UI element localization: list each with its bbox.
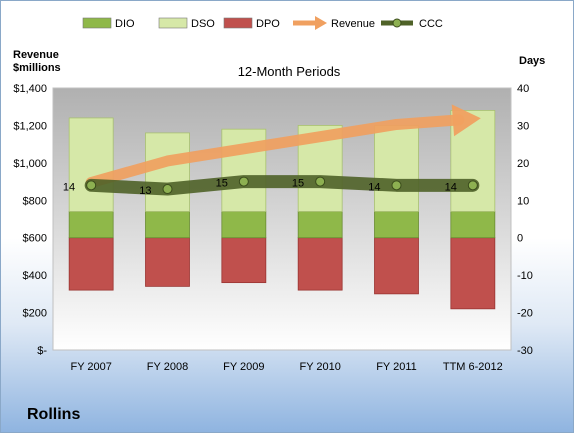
bar-dio <box>374 211 419 239</box>
legend-swatch-dpo <box>223 17 253 29</box>
revenue-arrow-shaft <box>85 114 465 189</box>
x-tick-label: FY 2007 <box>70 361 111 373</box>
ccc-point <box>467 180 478 191</box>
y-left-axis: $- $200 $400 $600 $800 $1,000 $1,200 $1,400 <box>13 83 47 357</box>
bar-dpo <box>221 237 267 284</box>
legend-swatch-dio <box>82 17 112 29</box>
x-axis: FY 2007 FY 2008 FY 2009 FY 2010 FY 2011 TTM 6… <box>70 361 502 373</box>
bar-dio <box>221 211 267 239</box>
legend-label-ccc: CCC <box>419 18 443 30</box>
y-left-label-line1: Revenue <box>13 49 59 61</box>
ccc-point <box>86 180 97 191</box>
legend-swatch-dso <box>158 17 188 29</box>
bar-dio <box>297 211 343 239</box>
y-right-tick-label: 40 <box>517 83 529 95</box>
y-left-tick-label: $400 <box>23 270 47 282</box>
legend-label-dso: DSO <box>191 18 215 30</box>
y-left-tick-label: $1,200 <box>13 120 47 132</box>
y-right-tick-label: 30 <box>517 120 529 132</box>
legend-label-dpo: DPO <box>256 18 280 30</box>
legend-label-dio: DIO <box>115 18 135 30</box>
y-right-tick-label: -30 <box>517 345 533 357</box>
ccc-data-label: 14 <box>445 181 457 193</box>
y-left-tick-label: $800 <box>23 195 47 207</box>
x-tick-label: FY 2009 <box>223 361 264 373</box>
y-right-tick-label: 0 <box>517 233 523 245</box>
ccc-data-label: 14 <box>63 181 75 193</box>
revenue-arrow-head <box>451 104 481 137</box>
bar-dpo <box>297 237 343 291</box>
plot-area <box>52 87 512 351</box>
bar-dpo <box>145 237 190 287</box>
bar-dpo <box>374 237 419 295</box>
x-tick-label: FY 2011 <box>376 361 417 373</box>
x-tick-label: TTM 6-2012 <box>443 361 503 373</box>
y-left-tick-label: $1,400 <box>13 83 47 95</box>
ccc-point <box>315 176 326 187</box>
bar-dpo <box>68 237 114 291</box>
bar-dso <box>68 117 114 212</box>
y-right-tick-label: -20 <box>517 308 533 320</box>
legend: DIO DSO DPO Revenue CCC <box>82 16 443 30</box>
revenue-arrow <box>85 104 481 189</box>
y-left-tick-label: $600 <box>23 233 47 245</box>
company-name: Rollins <box>27 406 81 423</box>
legend-swatch-ccc-point <box>392 18 402 28</box>
title: 12-Month Periods <box>238 64 341 79</box>
y-left-tick-label: $1,000 <box>13 158 47 170</box>
ccc-point <box>391 180 402 191</box>
legend-swatch-revenue-head <box>315 16 327 30</box>
y-right-label: Days <box>519 55 545 67</box>
legend-label-revenue: Revenue <box>331 18 375 30</box>
ccc-line: 14 13 15 15 14 14 <box>63 175 480 197</box>
ccc-data-label: 14 <box>368 181 380 193</box>
ccc-data-label: 13 <box>139 185 151 197</box>
bar-dso <box>374 125 419 212</box>
ccc-point <box>238 176 249 187</box>
bar-dio <box>145 211 190 239</box>
y-right-tick-label: -10 <box>517 270 533 282</box>
bar-dio <box>450 211 496 239</box>
y-left-tick-label: $- <box>37 345 47 357</box>
y-right-tick-label: 10 <box>517 195 529 207</box>
x-tick-label: FY 2010 <box>299 361 340 373</box>
x-tick-label: FY 2008 <box>147 361 188 373</box>
y-left-tick-label: $200 <box>23 308 47 320</box>
y-right-tick-label: 20 <box>517 158 529 170</box>
bar-dio <box>68 211 114 239</box>
bar-dpo <box>450 237 496 310</box>
y-right-axis: -30 -20 -10 0 10 20 30 40 <box>517 83 533 357</box>
ccc-line-path <box>84 175 480 196</box>
y-left-label-line2: $millions <box>13 62 61 74</box>
ccc-data-label: 15 <box>216 178 228 190</box>
ccc-point <box>162 184 173 195</box>
bar-dso <box>145 132 190 212</box>
ccc-data-label: 15 <box>292 178 304 190</box>
